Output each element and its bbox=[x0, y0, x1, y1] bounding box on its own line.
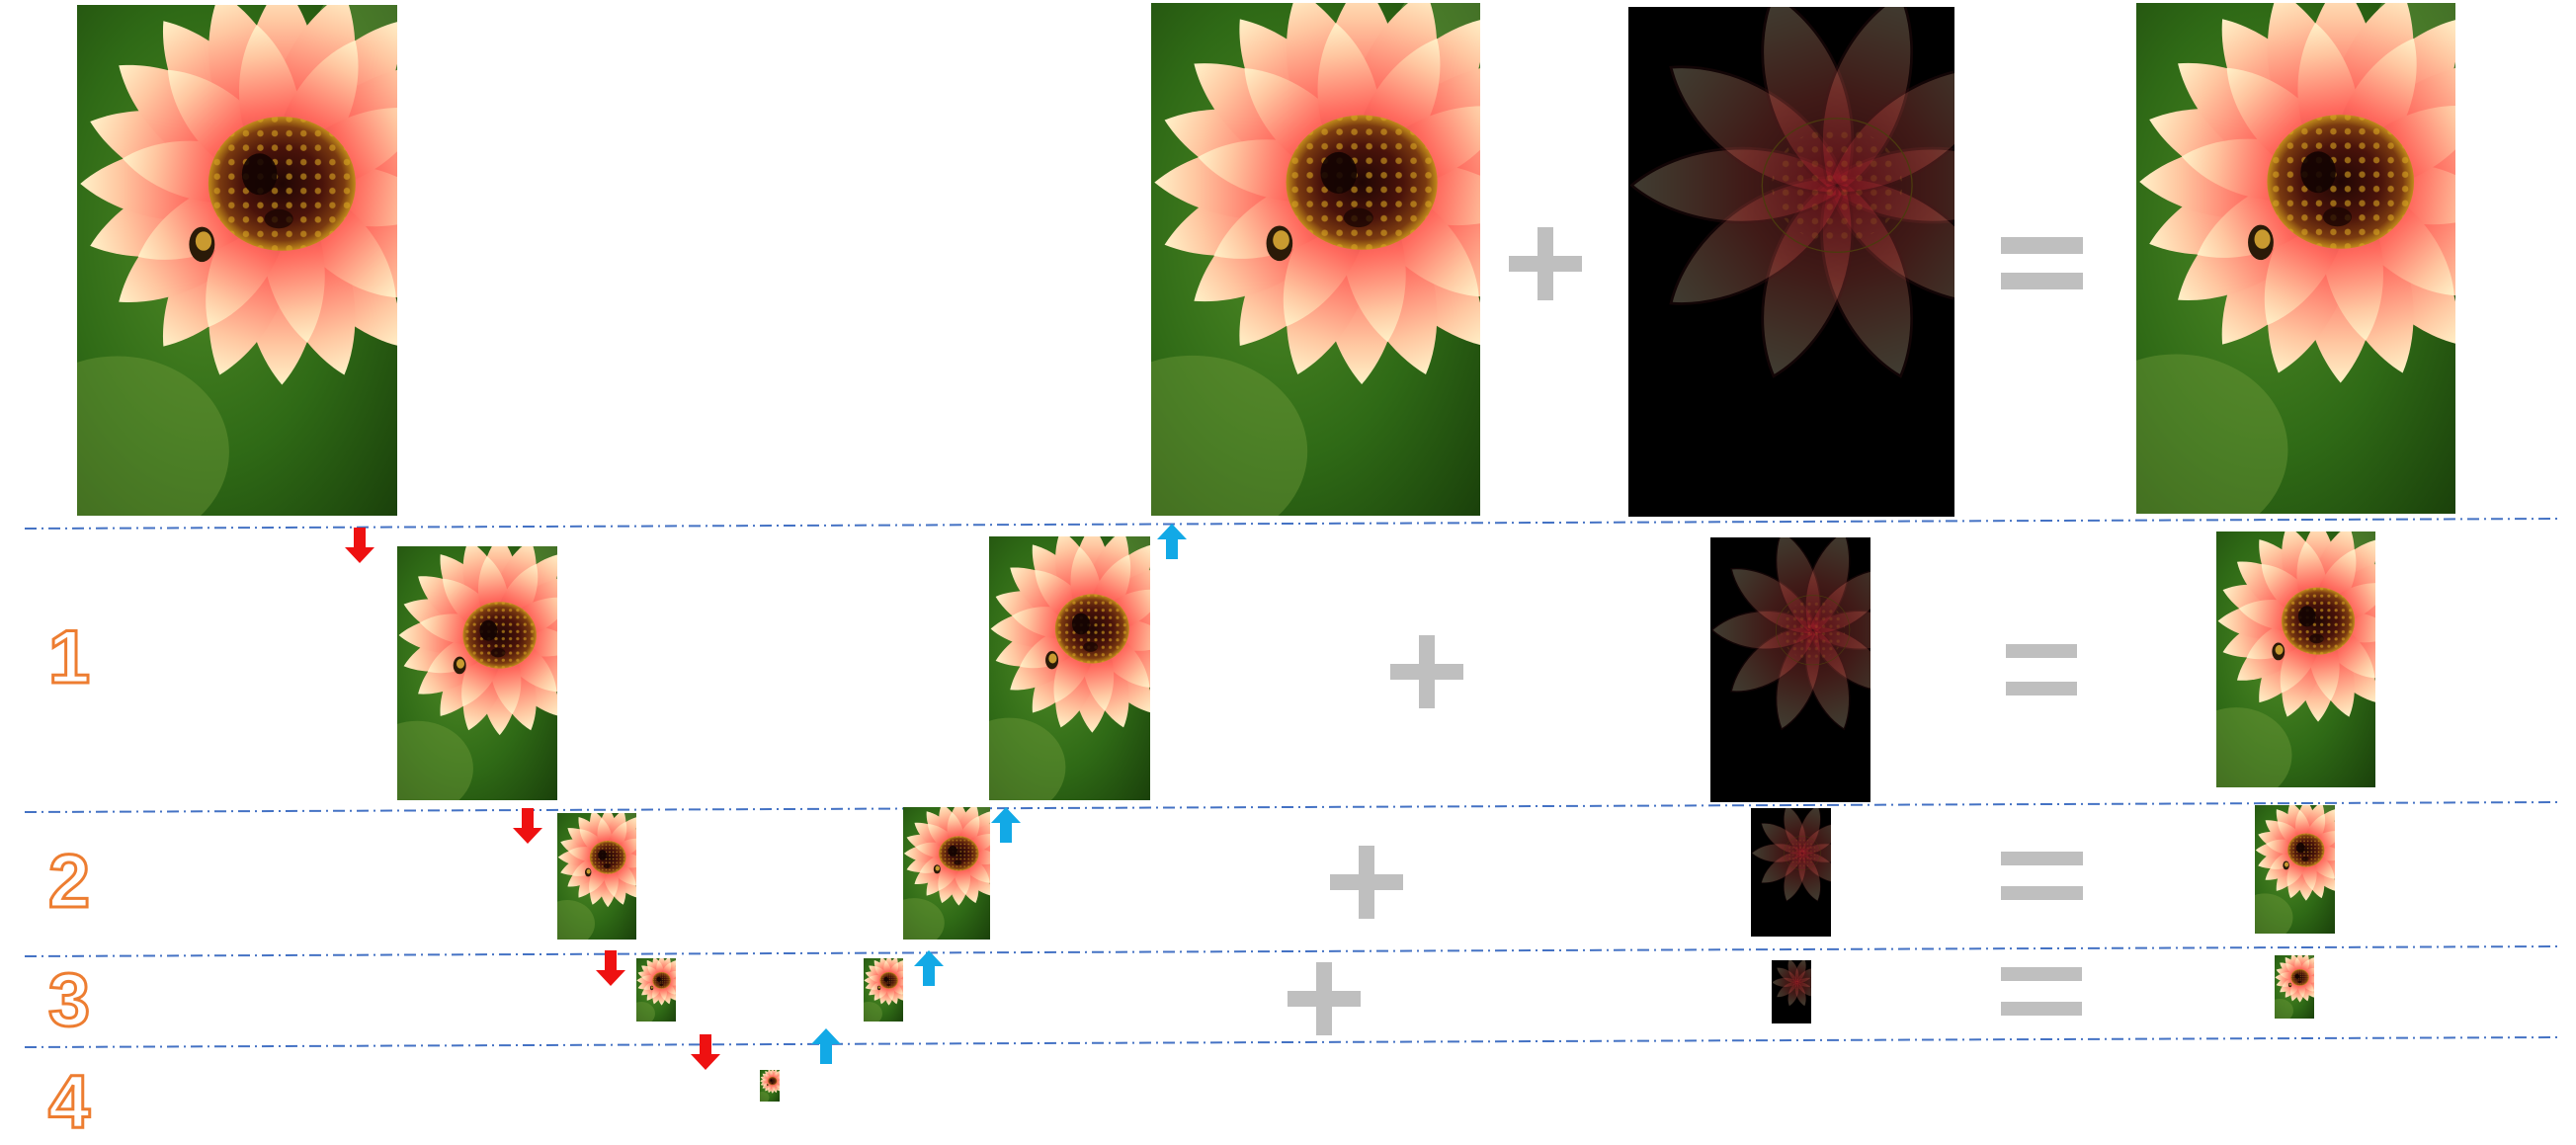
level-label-2: 2 bbox=[46, 838, 91, 925]
upsampled-image-level-0 bbox=[1077, 0, 1571, 547]
arrow-up-icon bbox=[991, 807, 1021, 843]
plus-icon bbox=[1288, 962, 1361, 1035]
residual-image-level-2 bbox=[1751, 802, 1853, 937]
residual-image-level-1 bbox=[1710, 525, 1914, 802]
arrow-up-icon bbox=[811, 1028, 841, 1064]
arrow-down-icon bbox=[691, 1034, 720, 1070]
arrow-up-icon bbox=[1157, 524, 1187, 559]
downsampled-image-level-3 bbox=[627, 954, 687, 1025]
arrow-down-icon bbox=[345, 528, 374, 563]
reconstructed-image-level-3 bbox=[2266, 951, 2325, 1022]
plus-icon bbox=[1509, 227, 1582, 300]
upsampled-image-level-3 bbox=[855, 954, 914, 1025]
original-image bbox=[5, 0, 485, 547]
downsampled-image-level-1 bbox=[362, 531, 602, 816]
downsampled-image-level-4 bbox=[756, 1068, 786, 1104]
level-separators bbox=[24, 518, 2560, 1048]
separator-line bbox=[24, 518, 2560, 530]
upsample-arrows bbox=[811, 524, 1187, 1064]
plus-icon bbox=[1390, 635, 1463, 708]
reconstructed-image-level-0 bbox=[2064, 0, 2543, 545]
reconstructed-image-level-1 bbox=[2181, 516, 2420, 803]
residual-image-level-0 bbox=[1628, 0, 2042, 517]
separator-line bbox=[24, 801, 2560, 813]
plus-icon bbox=[1330, 846, 1403, 919]
residual-image-level-3 bbox=[1772, 957, 1822, 1023]
equals-icon bbox=[2001, 237, 2083, 289]
downsampled-image-level-2 bbox=[540, 805, 658, 947]
downsample-arrows bbox=[345, 528, 720, 1070]
arrow-down-icon bbox=[513, 808, 542, 844]
separator-line bbox=[24, 1036, 2560, 1048]
level-label-3: 3 bbox=[46, 956, 91, 1043]
reconstructed-image-level-2 bbox=[2237, 797, 2358, 941]
equals-icon bbox=[2001, 967, 2082, 1016]
equals-icon bbox=[2006, 644, 2077, 695]
equals-operators bbox=[2001, 237, 2083, 1016]
plus-operators bbox=[1288, 227, 1582, 1035]
arrow-down-icon bbox=[596, 950, 625, 986]
level-label-1: 1 bbox=[46, 613, 91, 700]
arrow-up-icon bbox=[914, 950, 944, 986]
upsampled-image-level-1 bbox=[953, 520, 1195, 816]
level-label-4: 4 bbox=[46, 1058, 91, 1145]
separator-line bbox=[24, 945, 2560, 957]
equals-icon bbox=[2001, 852, 2083, 900]
